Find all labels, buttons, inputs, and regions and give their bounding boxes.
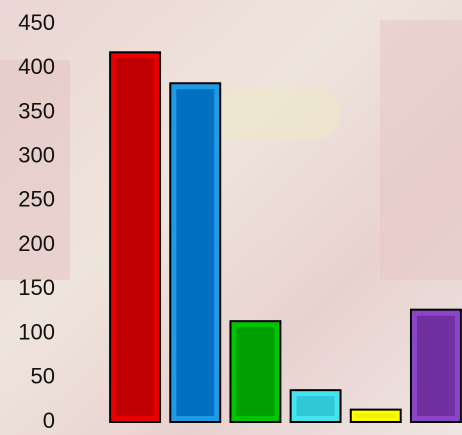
background-shape [380, 20, 462, 280]
y-tick-label: 400 [18, 54, 55, 79]
bar-bevel [116, 58, 155, 417]
background-shape [200, 90, 340, 140]
bar-bevel [176, 89, 215, 416]
background-shape [0, 60, 70, 280]
y-tick-label: 250 [18, 187, 55, 212]
y-tick-label: 50 [31, 364, 55, 389]
y-tick-label: 150 [18, 275, 55, 300]
bar-bevel [416, 315, 455, 416]
y-tick-label: 300 [18, 142, 55, 167]
y-tick-label: 350 [18, 98, 55, 123]
y-tick-label: 100 [18, 319, 55, 344]
bar-bevel [354, 413, 397, 418]
bar-bevel [296, 396, 335, 416]
y-tick-label: 450 [18, 10, 55, 35]
bar-bevel [236, 327, 275, 416]
y-tick-label: 0 [43, 408, 55, 433]
y-tick-label: 200 [18, 231, 55, 256]
